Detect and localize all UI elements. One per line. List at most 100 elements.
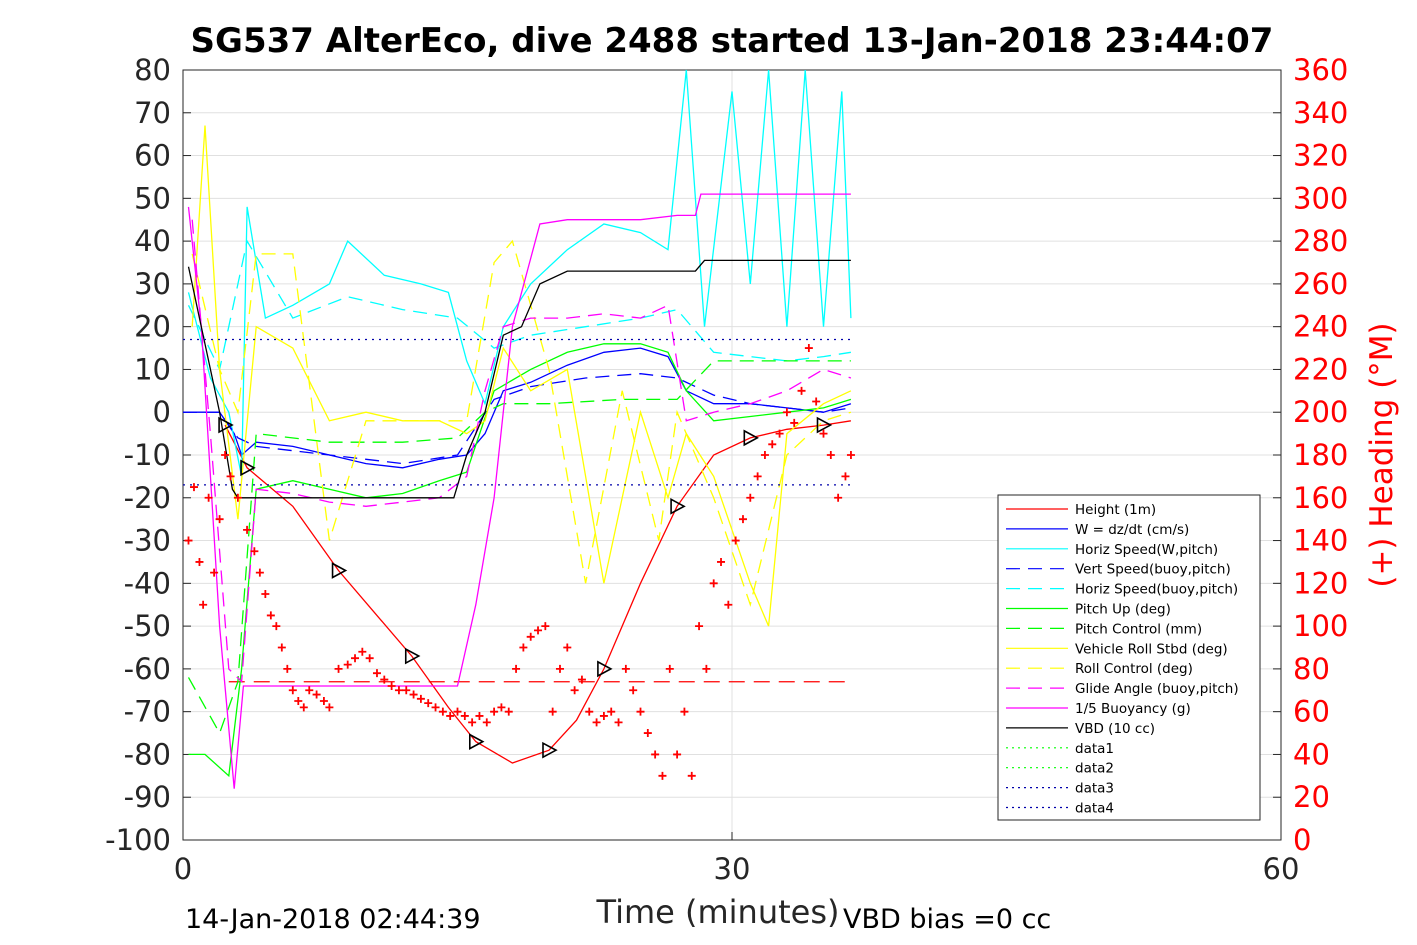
y-tick-label: -100 [105,823,171,857]
heading-point [724,600,733,609]
series-line-7 [191,125,852,627]
series-line-3 [183,373,852,465]
series-line-11 [187,259,851,499]
y2-tick-label: 120 [1293,566,1348,600]
heading-point [577,675,586,684]
heading-point [731,536,740,545]
y2-tick-label: 240 [1293,310,1348,344]
y2-tick-label: 280 [1293,224,1348,258]
heading-point [651,750,660,759]
y2-tick-label: 220 [1293,352,1348,386]
heading-point [673,750,682,759]
heading-point [643,729,652,738]
heading-point [387,682,396,690]
y2-tick-label: 340 [1293,96,1348,130]
heading-point [680,707,689,716]
y-tick-label: 40 [134,224,171,258]
heading-point [394,686,403,695]
y-tick-label: -60 [124,652,171,686]
heading-point [261,590,270,599]
heading-point [255,568,264,577]
y-tick-label: 20 [134,310,171,344]
heading-point [277,643,286,652]
heading-point [665,664,674,673]
heading-point [204,493,213,502]
heading-point [325,703,334,712]
legend-label-12: data1 [1075,741,1114,757]
heading-point [738,515,747,524]
legend: Height (1m) W = dz/dt (cm/s) Horiz Speed(W… [997,494,1261,821]
heading-point [283,664,292,673]
heading-point [695,622,704,631]
y-tick-label: 70 [134,96,171,130]
chart-title: SG537 AlterEco, dive 2488 started 13-Jan… [191,21,1274,61]
heading-point [351,654,360,663]
heading-point [184,536,193,545]
y2-tick-label: 360 [1293,53,1348,87]
x-tick-label: 60 [1263,852,1300,886]
heading-point [753,472,762,481]
x-tick-label: 30 [714,852,751,886]
heading-point [226,472,235,481]
y-tick-label: 60 [134,139,171,173]
height-marker [331,562,348,579]
heading-point [199,600,208,609]
left-axis-ticks: 80 70 60 50 40 30 20 10 0 -10 -20 -30 -40 -50 -60 -70 -8… [105,53,191,857]
height-marker [218,416,234,434]
heading-point [548,707,557,716]
height-marker [743,429,759,447]
heading-point [243,525,252,534]
series-group [183,69,852,789]
height-marker [816,416,833,434]
heading-point [288,686,297,695]
heading-point [334,664,343,673]
heading-point [365,654,374,663]
heading-point [312,690,321,699]
heading-point [812,397,821,406]
x-tick-label: 0 [174,852,192,886]
heading-point [453,707,462,716]
heading-point [380,675,389,684]
heading-point [782,408,791,417]
heading-point [358,647,367,656]
heading-point [210,568,219,577]
series-line-8 [191,239,852,608]
heading-point [416,694,425,703]
legend-label-15: data4 [1075,801,1114,817]
heading-point [775,429,784,438]
heading-point [504,707,513,716]
series-line-10 [187,193,851,789]
legend-label-1: W = dz/dt (cm/s) [1075,522,1189,538]
legend-label-3: Vert Speed(buoy,pitch) [1075,562,1231,578]
heading-point [424,699,433,708]
heading-point [482,718,491,727]
heading-point [621,664,630,673]
legend-label-10: 1/5 Buoyancy (g) [1075,701,1191,717]
heading-point [215,515,224,524]
heading-point [629,686,638,695]
y2-tick-label: 260 [1293,267,1348,301]
y-tick-label: -70 [124,695,171,729]
heading-point [636,707,645,716]
y2-tick-label: 160 [1293,481,1348,515]
series-line-2 [187,69,852,477]
series-line-4 [187,239,852,372]
y-tick-label: 10 [134,352,171,386]
right-axis-label: (+) Heading (°M) [1364,322,1400,587]
heading-point [475,711,484,720]
heading-point [702,664,711,673]
y2-tick-label: 320 [1293,139,1348,173]
heading-point [319,696,328,705]
legend-label-8: Roll Control (deg) [1075,661,1193,677]
heading-point [760,451,769,459]
y-tick-label: -30 [124,524,171,558]
y-tick-label: -90 [124,780,171,814]
height-marker [468,733,485,750]
y-tick-label: 0 [153,395,171,429]
footer-vbd-bias: VBD bias =0 cc [843,904,1051,935]
legend-label-4: Horiz Speed(buoy,pitch) [1075,582,1238,598]
legend-label-14: data3 [1075,781,1114,797]
heading-point [846,451,855,459]
heading-point [468,718,477,727]
right-axis-ticks: 3603403203002802602402202001801601401201… [1273,53,1348,857]
